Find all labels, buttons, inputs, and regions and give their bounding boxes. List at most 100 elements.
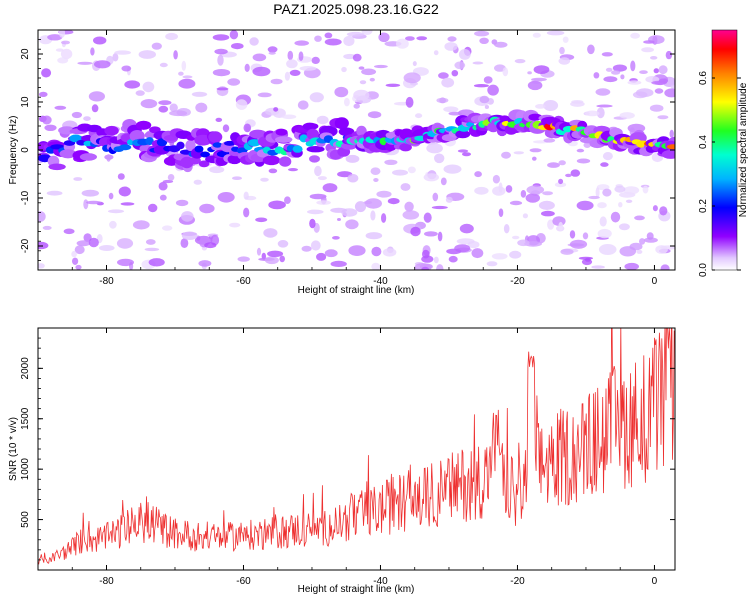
heatmap-speckle <box>288 168 298 172</box>
heatmap-speckle <box>145 239 156 245</box>
heatmap-speckle <box>410 226 421 237</box>
heatmap-speckle <box>371 246 382 257</box>
heatmap-speckle <box>436 97 449 103</box>
heatmap-speckle <box>447 36 457 42</box>
heatmap-ridge-halo <box>306 128 319 140</box>
heatmap-speckle <box>260 177 269 182</box>
heatmap-speckle <box>614 185 626 193</box>
heatmap-speckle <box>454 61 466 70</box>
heatmap-speckle <box>400 183 411 191</box>
heatmap-speckle <box>181 211 194 222</box>
heatmap-speckle <box>317 176 327 181</box>
heatmap-speckle <box>658 65 668 75</box>
heatmap-speckle <box>263 228 278 238</box>
heatmap-speckle <box>309 92 324 103</box>
heatmap-speckle <box>569 230 576 239</box>
heatmap-speckle <box>484 105 489 109</box>
heatmap-speckle <box>58 30 66 38</box>
heatmap-speckle <box>646 232 654 240</box>
heatmap-speckle <box>649 104 664 112</box>
heatmap-speckle <box>440 177 447 186</box>
heatmap-speckle <box>243 191 249 200</box>
heatmap-speckle <box>587 44 595 55</box>
heatmap-speckle <box>107 209 125 214</box>
heatmap-speckle <box>229 222 241 228</box>
heatmap-speckle <box>657 115 669 120</box>
colorbar-ticks: 0.0 0.2 0.4 0.6 <box>698 71 741 277</box>
heatmap-ridge-core <box>118 144 132 151</box>
heatmap-speckle <box>459 223 474 234</box>
heatmap-speckle <box>627 80 642 85</box>
heatmap-speckle <box>448 255 458 263</box>
heatmap-speckle <box>214 48 228 55</box>
heatmap-speckle <box>509 250 522 259</box>
heatmap-speckle <box>334 86 349 98</box>
x-tick-label: -40 <box>373 576 388 587</box>
heatmap-ridge-halo <box>278 156 292 167</box>
heatmap-speckle <box>158 105 169 113</box>
heatmap-speckle <box>437 231 443 242</box>
heatmap-speckle <box>330 207 347 213</box>
heatmap-speckle <box>235 99 248 110</box>
heatmap-speckle <box>316 252 327 261</box>
heatmap-speckle <box>558 57 571 65</box>
heatmap-speckle <box>444 42 458 51</box>
heatmap-speckle <box>458 49 471 60</box>
colorbar-label: Normalized spectral amplitude <box>738 82 749 217</box>
x-tick-label: -80 <box>99 276 114 287</box>
heatmap-speckle <box>421 266 429 270</box>
x-tick-label: -40 <box>373 276 388 287</box>
heatmap-ridge-core <box>224 140 236 146</box>
heatmap-ridge-halo <box>104 125 119 136</box>
heatmap-speckle <box>120 202 135 206</box>
heatmap-speckle <box>492 174 500 184</box>
x-tick-label: -80 <box>99 576 114 587</box>
heatmap-speckle <box>431 205 448 210</box>
heatmap-speckle <box>47 34 63 41</box>
heatmap-speckle <box>381 213 387 223</box>
spectrogram-heatmap <box>38 30 675 270</box>
heatmap-ridge-halo <box>48 163 66 171</box>
heatmap-ridge-core <box>247 139 261 147</box>
heatmap-speckle <box>46 190 63 196</box>
heatmap-speckle <box>533 65 550 74</box>
heatmap-speckle <box>462 152 471 157</box>
heatmap-speckle <box>112 53 119 62</box>
heatmap-speckle <box>363 200 373 205</box>
heatmap-speckle <box>535 104 546 109</box>
heatmap-speckle <box>346 31 365 37</box>
heatmap-speckle <box>348 245 366 256</box>
heatmap-speckle <box>361 30 373 35</box>
heatmap-speckle <box>424 231 438 237</box>
heatmap-speckle <box>167 174 175 181</box>
heatmap-speckle <box>531 77 547 82</box>
heatmap-speckle <box>532 156 537 161</box>
heatmap-speckle <box>664 88 675 98</box>
heatmap-speckle <box>44 124 57 131</box>
heatmap-speckle <box>639 70 648 74</box>
heatmap-speckle <box>498 208 504 217</box>
x-tick-label: -60 <box>236 276 251 287</box>
heatmap-speckle <box>655 245 668 254</box>
heatmap-ridge-halo <box>399 128 414 140</box>
heatmap-speckle <box>443 164 462 174</box>
heatmap-speckle <box>287 50 294 61</box>
heatmap-ridge-core <box>200 151 211 158</box>
heatmap-ridge-core <box>194 145 204 153</box>
heatmap-speckle <box>268 168 278 174</box>
heatmap-ridge-halo <box>275 136 293 143</box>
snr-x-label: Height of straight line (km) <box>298 584 415 595</box>
heatmap-speckle <box>502 67 509 77</box>
heatmap-ridge-halo <box>302 122 317 131</box>
heatmap-speckle <box>451 70 459 77</box>
heatmap-speckle <box>384 159 398 165</box>
heatmap-speckle <box>584 110 600 117</box>
heatmap-speckle <box>509 200 523 206</box>
heatmap-speckle <box>543 138 556 143</box>
heatmap-speckle <box>443 106 459 113</box>
heatmap-speckle <box>63 228 75 235</box>
heatmap-speckle <box>670 84 675 89</box>
heatmap-speckle <box>256 247 262 256</box>
heatmap-speckle <box>547 219 555 230</box>
heatmap-speckle <box>352 53 362 62</box>
